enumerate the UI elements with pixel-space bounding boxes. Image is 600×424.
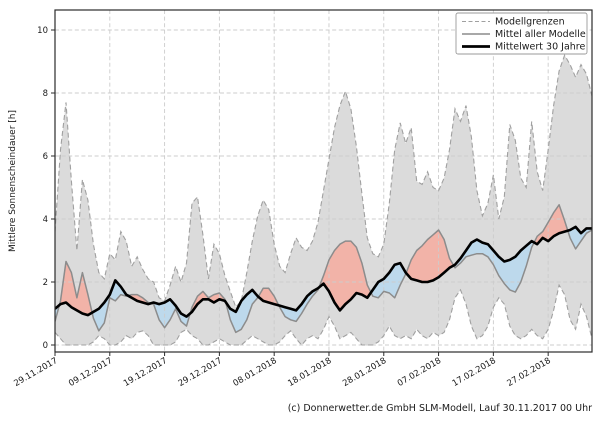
y-tick-label: 4 [43, 215, 48, 225]
model-range-edges [55, 53, 592, 346]
legend-label: Mittel aller Modelle [495, 29, 586, 40]
x-tick-label: 27.02.2018 [506, 356, 553, 389]
y-tick-label: 2 [43, 278, 48, 288]
x-tick-label: 29.12.2017 [177, 356, 224, 389]
plot-border [54, 9, 593, 353]
x-tick-label: 18.01.2018 [286, 356, 333, 389]
legend-label: Modellgrenzen [495, 17, 565, 28]
y-tick-label: 0 [43, 341, 48, 351]
x-tick-label: 29.11.2017 [12, 356, 59, 389]
x-tick-label: 07.02.2018 [396, 356, 443, 389]
x-tick-label: 09.12.2017 [67, 356, 114, 389]
chart-caption: (c) Donnerwetter.de GmbH SLM-Modell, Lau… [288, 403, 592, 414]
y-tick-label: 6 [43, 152, 48, 162]
model-range-band [55, 55, 592, 345]
legend-box [455, 12, 588, 55]
model-mean-line [55, 204, 592, 334]
model-min-line [55, 283, 592, 346]
series-lines [55, 204, 592, 334]
model-max-line [55, 53, 592, 309]
x-tick-label: 08.01.2018 [232, 356, 279, 389]
y-tick-label: 8 [43, 89, 48, 99]
x-tick-label: 17.02.2018 [451, 356, 498, 389]
y-axis-label: Mittlere Sonnenscheindauer [h] [8, 110, 18, 252]
model-range-area [55, 55, 592, 345]
mean-30y-line [55, 225, 592, 318]
y-tick-label: 10 [37, 26, 48, 36]
x-tick-label: 19.12.2017 [122, 356, 169, 389]
x-tick-label: 28.01.2018 [341, 356, 388, 389]
legend-label: Mittelwert 30 Jahre [495, 42, 585, 53]
